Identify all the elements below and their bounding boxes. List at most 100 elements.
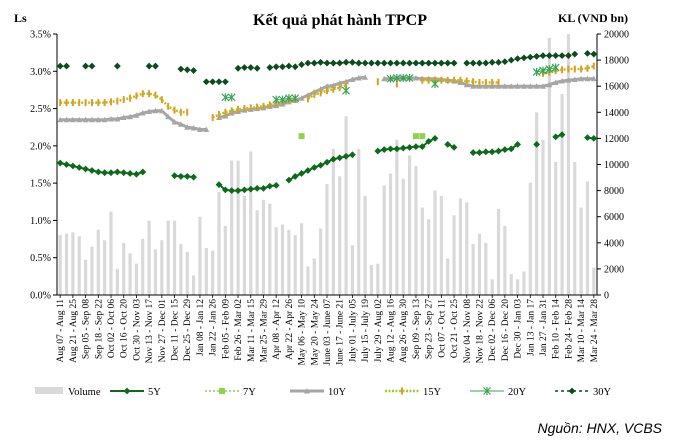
series-line-10y — [218, 75, 366, 119]
series-point-10y — [381, 75, 388, 82]
volume-bar — [268, 203, 272, 295]
series-line-20y — [536, 67, 556, 73]
series-point-5y — [183, 173, 191, 180]
series-point-5y — [425, 137, 433, 145]
x-tick-label: Mar 24 - Mar 28 — [590, 299, 600, 363]
volume-bar — [230, 160, 234, 295]
x-tick-label: Nov 27 - Dec 01 — [158, 299, 168, 363]
series-point-15y — [561, 66, 564, 74]
volume-bar — [84, 259, 88, 295]
series-point-15y — [179, 108, 182, 116]
series-point-10y — [559, 77, 566, 84]
series-point-5y — [107, 169, 115, 177]
series-point-30y — [234, 64, 242, 72]
x-tick-label: Jan 13 - Jan 17 — [526, 299, 536, 356]
series-point-30y — [342, 58, 350, 66]
volume-bar — [496, 208, 501, 295]
series-point-5y — [374, 147, 382, 155]
series-point-5y — [380, 146, 388, 153]
x-tick-label: Dec 02 - Dec 06 — [488, 299, 498, 362]
series-point-15y — [122, 96, 125, 104]
series-point-5y — [234, 187, 242, 194]
volume-bar — [166, 220, 170, 295]
series-point-10y — [88, 116, 95, 123]
series-line-20y — [390, 77, 410, 80]
series-point-30y — [285, 62, 293, 70]
series-point-15y — [338, 84, 341, 92]
legend-item-10y: 10Y — [290, 387, 347, 398]
series-point-15y — [446, 76, 449, 84]
volume-bar — [236, 160, 240, 295]
volume-bar — [471, 244, 475, 295]
legend-marker-7y — [219, 388, 225, 394]
left-tick-label: 0.0% — [30, 291, 51, 302]
series-point-5y — [272, 181, 280, 189]
series-point-10y — [108, 116, 114, 122]
series-point-10y — [158, 107, 165, 114]
right-tick-label: 20000 — [604, 30, 629, 41]
volume-bar — [242, 195, 246, 295]
legend-label-15y: 15Y — [423, 387, 442, 398]
series-point-7y — [419, 133, 426, 140]
volume-bar — [274, 227, 278, 295]
x-tick-label: Oct 16 - Oct 20 — [120, 299, 130, 358]
series-point-20y — [284, 94, 293, 103]
volume-bar — [395, 139, 399, 295]
series-point-15y — [345, 81, 348, 89]
volume-bar — [554, 161, 558, 295]
series-point-10y — [184, 124, 191, 130]
series-point-15y — [395, 80, 398, 88]
series-point-30y — [304, 59, 312, 67]
legend-item-15y: 15Y — [385, 387, 442, 398]
series-point-30y — [520, 54, 528, 62]
x-tick-label: Sep 23 - Sep 27 — [425, 299, 435, 359]
x-tick-label: Feb 24 - Feb 28 — [564, 299, 574, 359]
series-point-30y — [279, 63, 286, 71]
volume-bar — [77, 236, 81, 295]
series-point-5y — [514, 140, 521, 148]
volume-bar — [160, 240, 164, 295]
series-point-30y — [253, 64, 261, 72]
series-point-10y — [190, 124, 197, 131]
series-point-15y — [71, 99, 74, 107]
series-point-5y — [241, 186, 248, 194]
series-point-15y — [592, 62, 595, 70]
series-point-15y — [148, 90, 151, 98]
x-tick-label: Nov 13 - Nov 17 — [145, 299, 155, 364]
x-tick-label: Dec 30 - Jan 03 — [514, 299, 524, 359]
series-point-15y — [262, 102, 265, 110]
series-point-30y — [495, 58, 502, 66]
x-tick-label: Apr 22 - Apr 26 — [285, 299, 295, 360]
volume-bar — [71, 232, 75, 295]
series-point-30y — [399, 59, 407, 67]
series-point-15y — [465, 77, 468, 85]
right-tick-label: 16000 — [604, 82, 629, 93]
series-point-30y — [202, 78, 210, 86]
series-point-15y — [84, 99, 87, 107]
series-point-30y — [349, 58, 356, 66]
volume-bar — [103, 240, 107, 295]
volume-bar — [382, 185, 386, 295]
legend-swatch-volume — [35, 387, 63, 394]
series-point-30y — [291, 63, 299, 71]
series-point-30y — [323, 59, 331, 67]
series-point-10y — [330, 82, 337, 88]
right-tick-label: 4000 — [604, 238, 624, 249]
volume-bar — [90, 246, 94, 295]
series-point-20y — [551, 63, 560, 72]
volume-bar — [185, 251, 189, 295]
x-tick-label: Sep 09 - Sep 13 — [412, 299, 422, 359]
series-line-10y — [384, 76, 594, 88]
volume-bar — [547, 37, 551, 295]
x-tick-label: Dec 25 - Dec 29 — [183, 299, 193, 362]
volume-bar — [490, 279, 494, 295]
series-point-15y — [59, 99, 62, 107]
series-point-5y — [298, 170, 305, 177]
series-point-15y — [478, 78, 481, 86]
x-tick-label: June 17 - June 21 — [336, 299, 346, 366]
volume-bar — [172, 220, 177, 295]
volume-bar — [350, 245, 354, 295]
series-point-15y — [224, 108, 227, 116]
series-point-5y — [63, 161, 70, 168]
series-point-30y — [113, 62, 121, 70]
